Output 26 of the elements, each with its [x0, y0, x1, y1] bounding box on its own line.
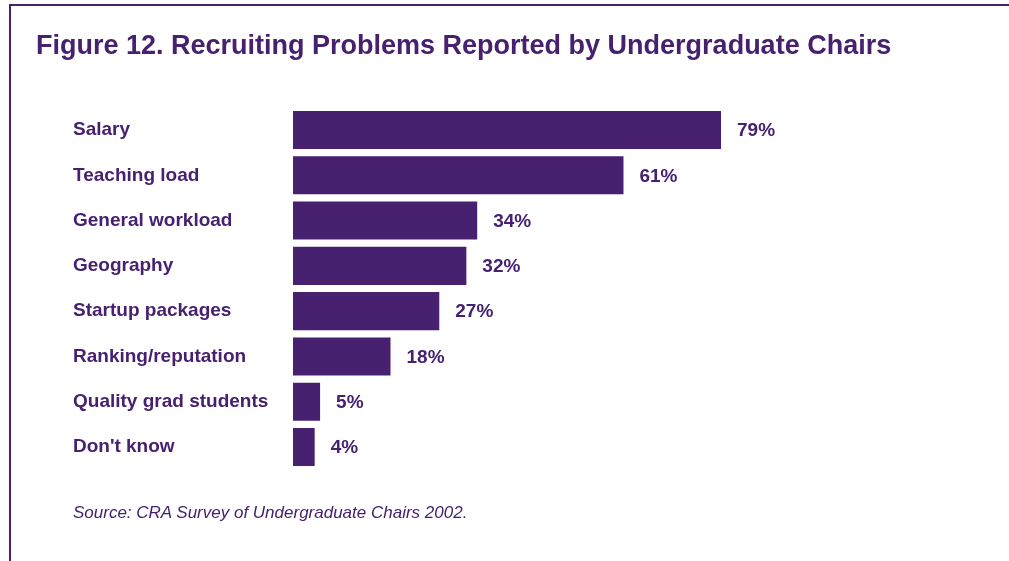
bar — [293, 337, 391, 376]
bar — [293, 246, 467, 285]
y-tick-label: General workload — [73, 208, 233, 230]
y-tick-label: Startup packages — [73, 299, 232, 321]
data-label: 5% — [336, 390, 364, 412]
bar — [293, 427, 315, 466]
bar — [293, 382, 321, 421]
data-label: 27% — [455, 300, 494, 322]
bar — [293, 292, 440, 331]
source-note: Source: CRA Survey of Undergraduate Chairs 2002. — [73, 503, 468, 523]
bar — [293, 201, 478, 240]
data-label: 32% — [482, 255, 521, 277]
data-label: 4% — [330, 436, 359, 458]
y-tick-label: Teaching load — [73, 163, 200, 185]
data-label: 18% — [406, 345, 445, 367]
data-label: 79% — [737, 119, 776, 141]
bar — [293, 111, 721, 150]
y-tick-label: Geography — [73, 254, 174, 276]
y-tick-label: Salary — [73, 118, 131, 140]
data-label: 34% — [493, 209, 532, 231]
y-tick-label: Quality grad students — [73, 389, 269, 411]
bar — [293, 156, 624, 195]
data-label: 61% — [639, 164, 678, 186]
y-tick-label: Don't know — [73, 435, 175, 457]
chart-title: Figure 12. Recruiting Problems Reported by Undergraduate Chairs — [36, 30, 892, 61]
y-tick-label: Ranking/reputation — [73, 344, 247, 366]
